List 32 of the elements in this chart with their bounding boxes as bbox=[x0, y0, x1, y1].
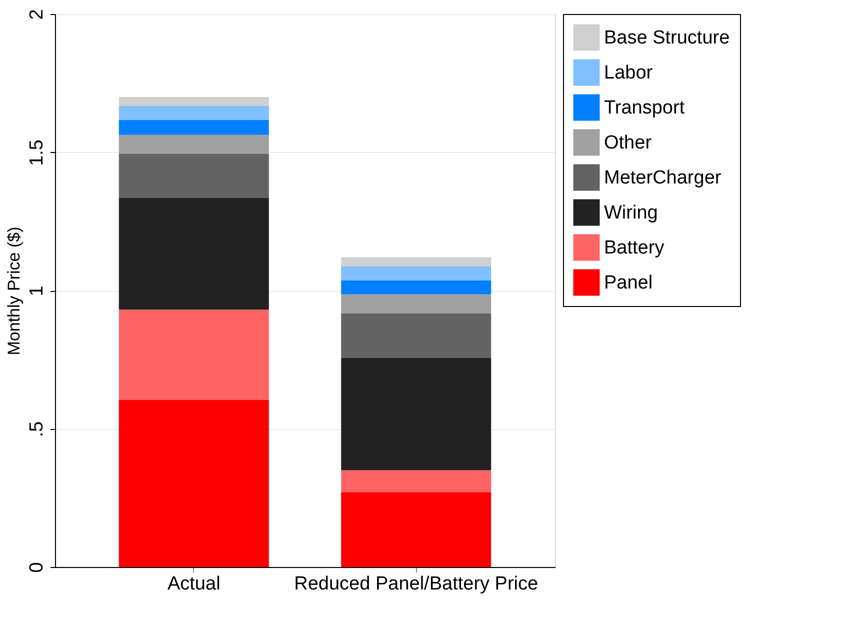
bar bbox=[341, 294, 492, 314]
y-axis-title: Monthly Price ($) bbox=[4, 226, 24, 356]
y-tick-label: 1 bbox=[26, 286, 48, 296]
y-tick-label: 2 bbox=[26, 9, 48, 20]
bar bbox=[341, 280, 492, 294]
bar bbox=[118, 96, 269, 106]
bar bbox=[341, 266, 492, 281]
bar bbox=[118, 120, 269, 135]
bar bbox=[341, 257, 492, 266]
x-tick-label: Actual bbox=[167, 574, 220, 594]
y-tick-label: .5 bbox=[26, 421, 48, 438]
bar bbox=[341, 358, 492, 470]
legend-label: Labor bbox=[604, 62, 654, 84]
bar bbox=[118, 154, 269, 198]
bar bbox=[118, 400, 269, 567]
bar bbox=[118, 310, 269, 400]
legend-label: MeterCharger bbox=[604, 168, 722, 188]
legend-label: Other bbox=[604, 132, 652, 154]
bar bbox=[341, 492, 492, 567]
legend-label: Battery bbox=[604, 238, 665, 258]
y-tick-label: 0 bbox=[26, 562, 48, 573]
legend-label: Transport bbox=[604, 98, 686, 118]
bar bbox=[341, 470, 492, 492]
x-tick-label: Reduced Panel/Battery Price bbox=[294, 574, 538, 594]
bar bbox=[341, 313, 492, 358]
legend-label: Panel bbox=[604, 272, 653, 294]
bar bbox=[118, 198, 269, 310]
legend-label: Base Structure bbox=[604, 28, 730, 48]
y-tick-label: 1.5 bbox=[26, 140, 48, 166]
bar bbox=[118, 134, 269, 154]
bar bbox=[118, 106, 269, 120]
legend-label: Wiring bbox=[604, 202, 658, 224]
